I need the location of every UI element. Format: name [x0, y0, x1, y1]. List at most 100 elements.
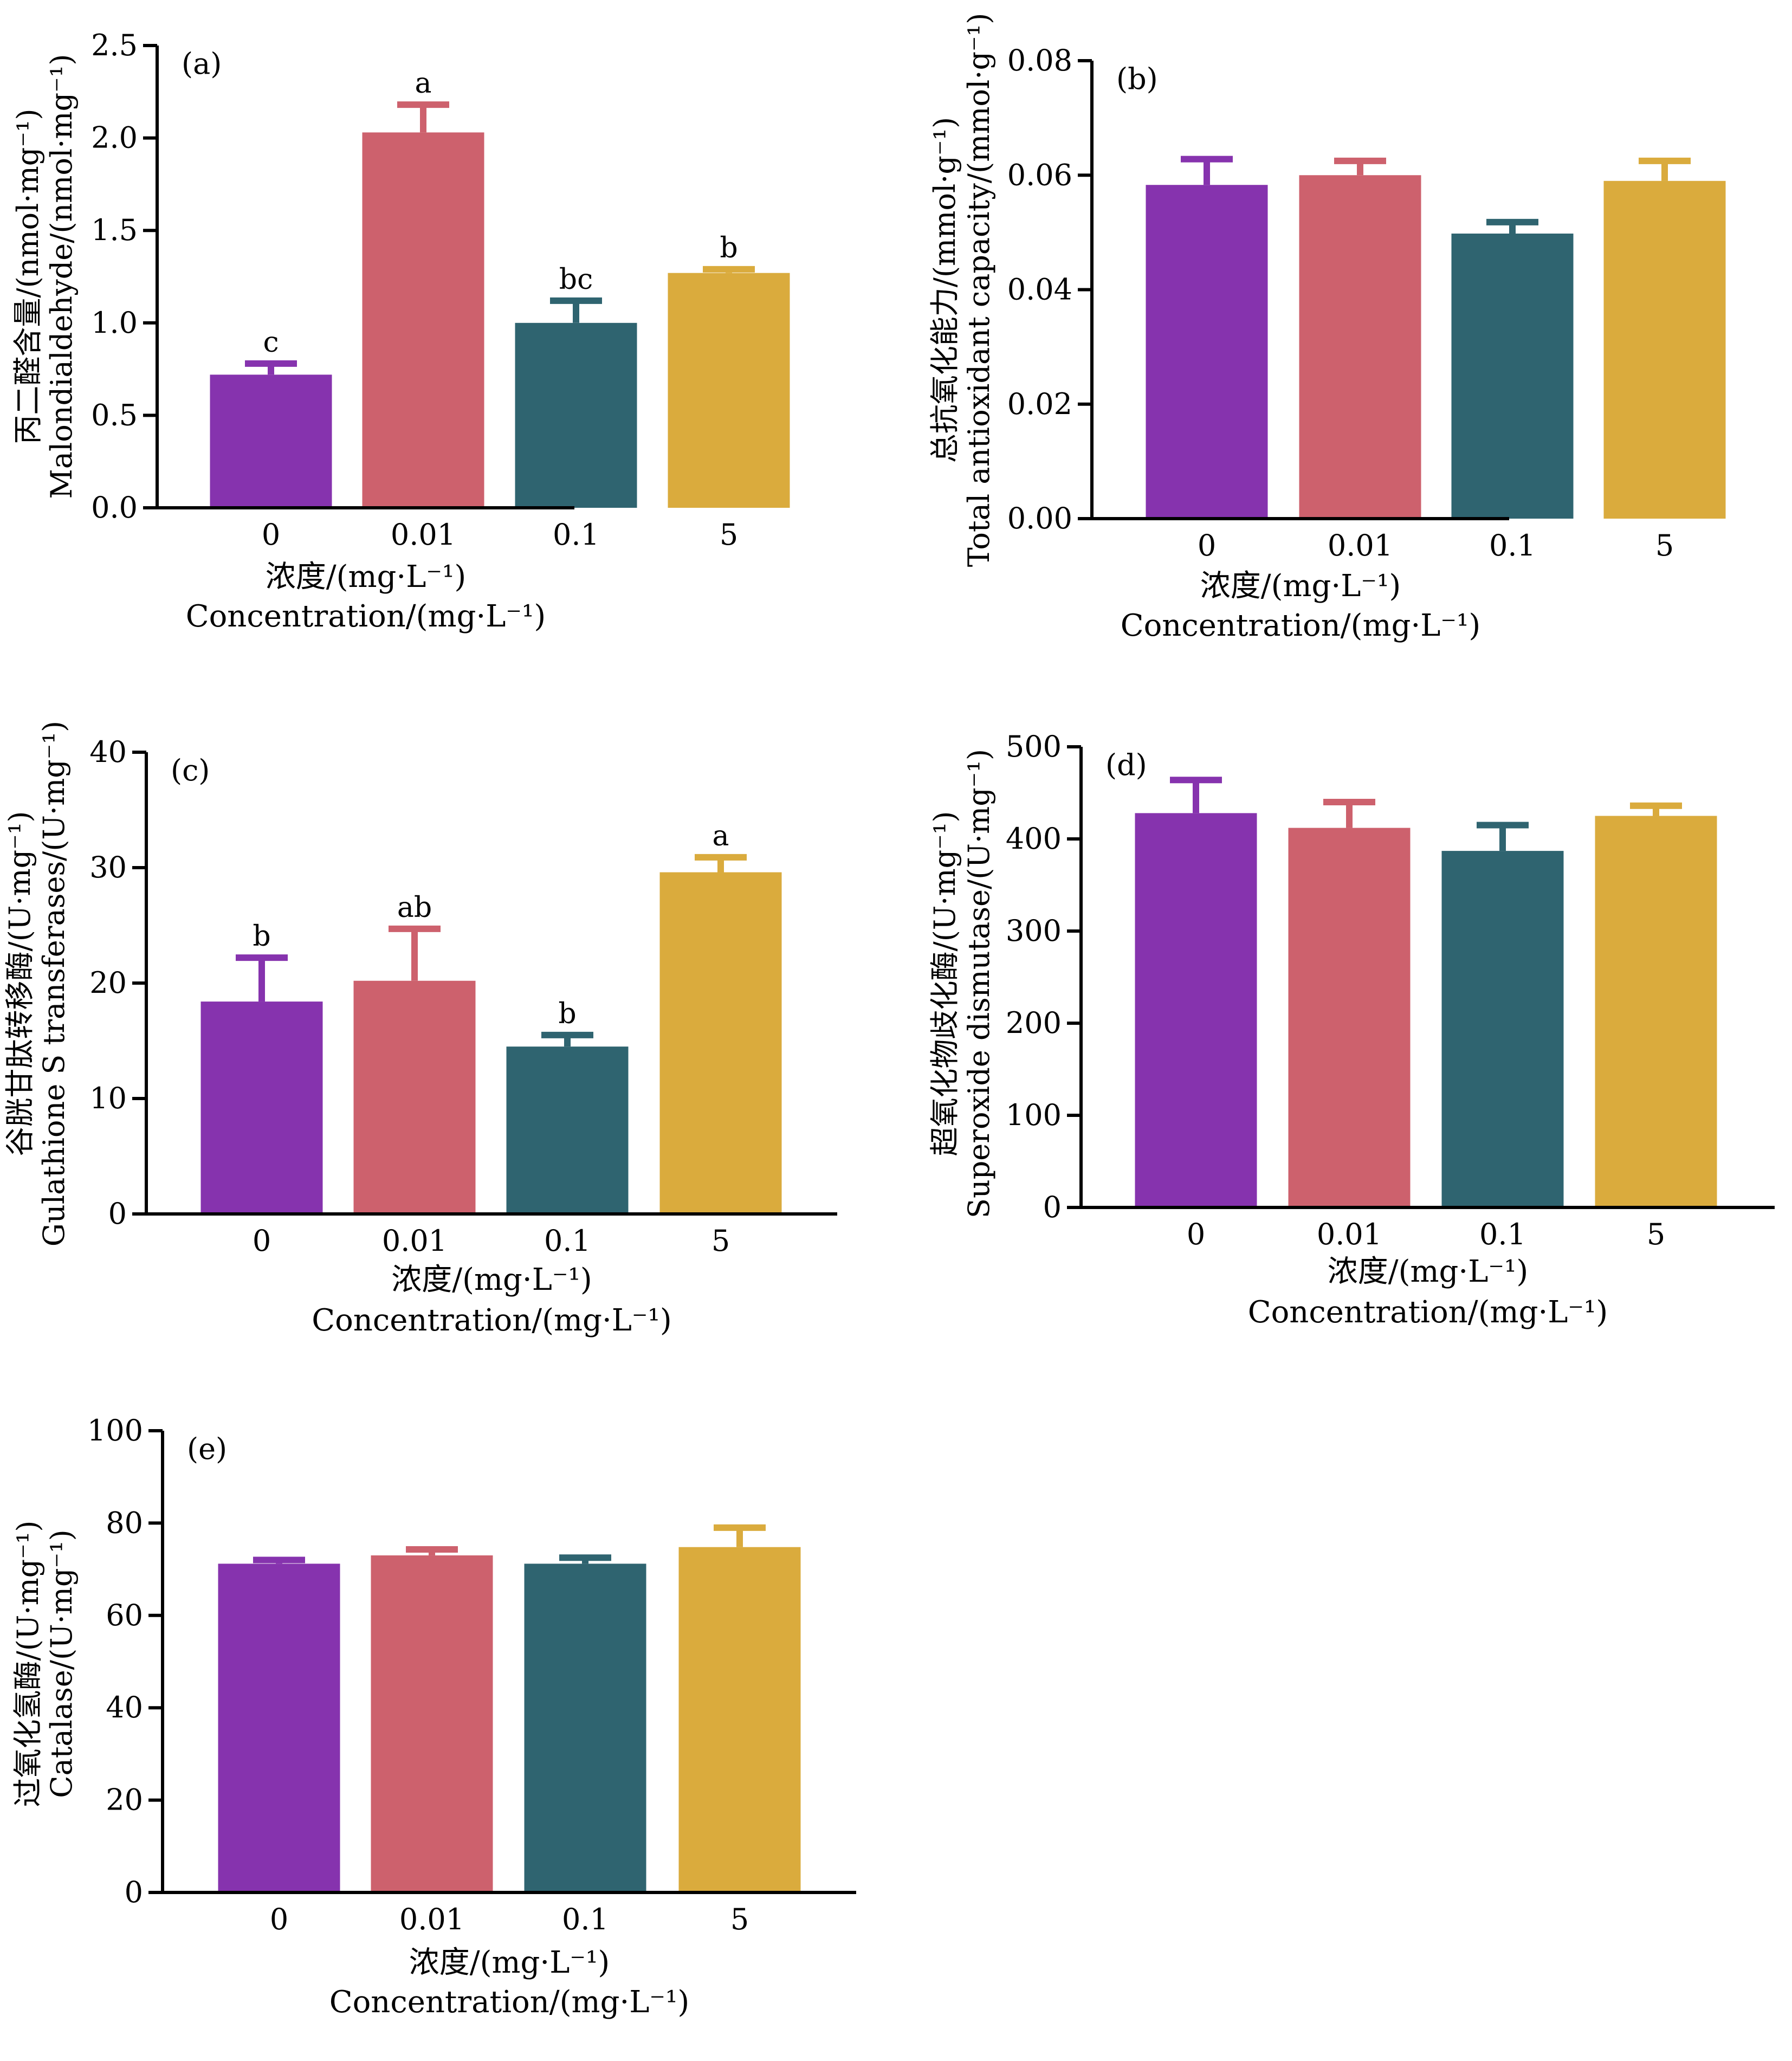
x-tick-label: 0.01 [382, 1224, 447, 1258]
significance-letter: b [253, 920, 270, 953]
significance-letter: b [558, 998, 576, 1030]
significance-letter: c [263, 326, 279, 359]
y-tick-label: 30 [89, 850, 127, 884]
bar-0.1 [506, 1046, 629, 1214]
bar-0.1 [1451, 233, 1574, 519]
y-axis-label-cn: 超氧化物歧化酶/(U·mg⁻¹) [928, 811, 962, 1157]
y-tick-label: 200 [1006, 1006, 1062, 1040]
y-tick-label: 0.00 [1007, 501, 1072, 535]
y-axis-label-en: Superoxide dismutase/(U·mg⁻¹) [962, 749, 996, 1218]
x-axis-label-cn: 浓度/(mg·L⁻¹) [266, 559, 467, 595]
chart-panel-d: 0 0.01 0.1 5 0 100 200 300 400 500 (d) 超氧化物歧化酶/(U·m… [928, 729, 1775, 1330]
y-tick-label: 2.5 [91, 28, 138, 62]
x-axis-label-cn: 浓度/(mg·L⁻¹) [1328, 1254, 1529, 1289]
x-tick-label: 0 [270, 1902, 288, 1936]
x-tick-label: 0.01 [391, 518, 456, 552]
panel-label: (a) [182, 47, 222, 81]
bar-0.1 [524, 1563, 646, 1892]
x-tick-label: 0.1 [553, 518, 599, 552]
bar-0.1 [515, 322, 637, 508]
x-axis-label-en: Concentration/(mg·L⁻¹) [186, 599, 546, 634]
y-axis-label-cn: 总抗氧化能力/(mmol·g⁻¹) [928, 117, 962, 463]
y-axis-label-en: Malondialdehyde/(nmol·mg⁻¹) [44, 54, 79, 499]
bar-5 [1603, 180, 1726, 519]
bar-0 [1135, 813, 1257, 1207]
y-tick-label: 500 [1006, 729, 1062, 764]
bar-0 [200, 1002, 323, 1214]
y-tick-label: 0.5 [91, 398, 138, 432]
panel-label: (b) [1116, 62, 1158, 96]
chart-panel-b: 0 0.01 0.1 5 0.00 0.02 0.04 0.06 0.08 (b) 总抗氧化能力/(… [928, 13, 1726, 643]
y-tick-label: 0.06 [1007, 158, 1072, 192]
y-axis-label-cn: 过氧化氢酶/(U·mg⁻¹) [11, 1521, 45, 1807]
y-axis-label-en: Total antioxidant capacity/(mmol·g⁻¹) [962, 13, 996, 567]
x-tick-label: 0.1 [1479, 1217, 1526, 1251]
chart-panel-c: b 0 ab 0.01 b 0.1 a 5 0 10 20 30 40 (c) 谷胱甘肽转移酶/(U·mg⁻… [3, 721, 837, 1338]
x-tick-label: 0.01 [399, 1902, 464, 1936]
x-axis-label-cn: 浓度/(mg·L⁻¹) [409, 1945, 610, 1980]
y-tick-label: 0 [125, 1875, 143, 1909]
y-axis-label-en: Gulathione S transferases/(U·mg⁻¹) [37, 721, 71, 1246]
bar-0.01 [1288, 828, 1411, 1207]
y-axis-label-cn: 谷胱甘肽转移酶/(U·mg⁻¹) [3, 811, 37, 1157]
y-tick-label: 60 [106, 1598, 143, 1632]
panel-label: (e) [187, 1432, 227, 1466]
y-tick-label: 400 [1006, 822, 1062, 856]
bar-5 [1595, 816, 1717, 1207]
bar-0 [210, 374, 332, 508]
y-tick-label: 1.0 [91, 306, 138, 340]
y-axis-label-en: Catalase/(U·mg⁻¹) [44, 1529, 79, 1798]
y-tick-label: 2.0 [91, 121, 138, 155]
panel-label: (c) [171, 753, 210, 787]
x-tick-label: 0 [1198, 528, 1216, 563]
y-tick-label: 0 [108, 1197, 127, 1231]
x-tick-label: 0.01 [1317, 1217, 1382, 1251]
x-axis-label-cn: 浓度/(mg·L⁻¹) [391, 1262, 592, 1297]
x-tick-label: 0 [262, 518, 280, 552]
bar-5 [659, 872, 782, 1214]
y-tick-label: 100 [1006, 1098, 1062, 1132]
y-tick-label: 300 [1006, 914, 1062, 948]
y-tick-label: 1.5 [91, 213, 138, 247]
x-tick-label: 0.1 [1489, 528, 1536, 563]
y-tick-label: 0.04 [1007, 273, 1072, 307]
y-tick-label: 10 [89, 1081, 127, 1115]
x-tick-label: 5 [1655, 528, 1674, 563]
y-tick-label: 0.02 [1007, 387, 1072, 421]
x-tick-label: 5 [730, 1902, 749, 1936]
significance-letter: a [712, 820, 729, 852]
y-tick-label: 0 [1043, 1190, 1062, 1224]
y-tick-label: 100 [87, 1413, 143, 1448]
bar-0.01 [353, 980, 476, 1214]
x-tick-label: 5 [1647, 1217, 1665, 1251]
bar-0.1 [1441, 851, 1564, 1207]
x-tick-label: 0 [253, 1224, 271, 1258]
chart-panel-a: c 0 a 0.01 bc 0.1 b 5 0.0 0.5 1.0 1.5 2.0 2.5 (a) 丙二醛含量… [11, 28, 790, 634]
y-tick-label: 20 [89, 966, 127, 1000]
significance-letter: bc [559, 263, 593, 296]
bar-0 [1146, 185, 1268, 519]
x-tick-label: 0.01 [1328, 528, 1393, 563]
y-tick-label: 0.08 [1007, 43, 1072, 77]
bar-0.01 [1299, 175, 1421, 519]
x-tick-label: 0 [1187, 1217, 1205, 1251]
significance-letter: ab [397, 891, 432, 924]
bar-5 [668, 273, 790, 508]
x-tick-label: 0.1 [544, 1224, 591, 1258]
y-tick-label: 40 [89, 735, 127, 769]
x-axis-label-en: Concentration/(mg·L⁻¹) [1248, 1295, 1608, 1330]
x-tick-label: 5 [720, 518, 738, 552]
y-tick-label: 20 [106, 1783, 143, 1817]
bar-0.01 [371, 1555, 493, 1892]
y-tick-label: 0.0 [91, 490, 138, 525]
x-tick-label: 0.1 [562, 1902, 609, 1936]
chart-panel-e: 0 0.01 0.1 5 0 20 40 60 80 100 (e) 过氧化氢酶/(U·mg⁻¹) Ca… [11, 1413, 856, 2020]
significance-letter: a [415, 67, 431, 100]
x-tick-label: 5 [711, 1224, 730, 1258]
y-axis-label-cn: 丙二醛含量/(nmol·mg⁻¹) [11, 108, 45, 444]
bar-5 [678, 1547, 801, 1892]
significance-letter: b [720, 232, 737, 264]
panel-label: (d) [1105, 748, 1147, 782]
bar-0.01 [362, 132, 484, 508]
